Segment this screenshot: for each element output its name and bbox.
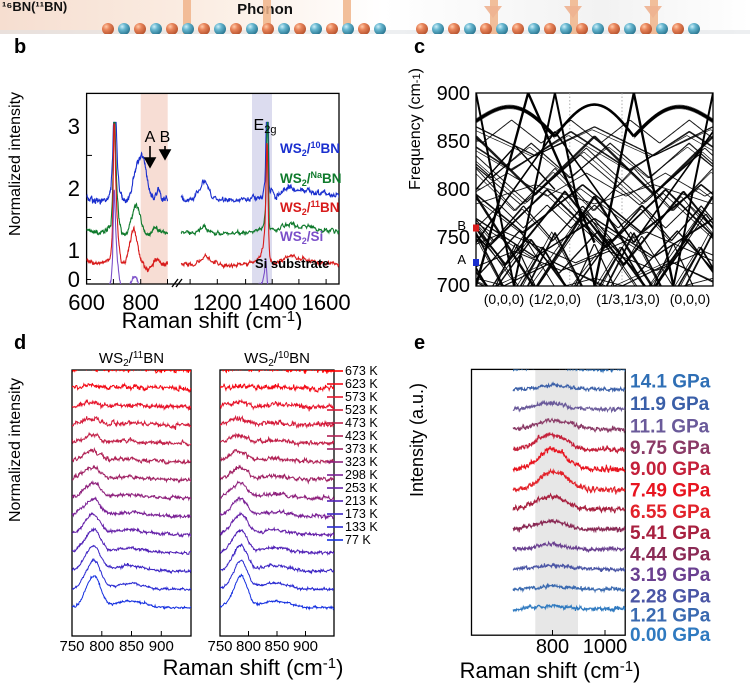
svg-text:14.1 GPa: 14.1 GPa xyxy=(630,372,711,393)
svg-text:WS2/10BN: WS2/10BN xyxy=(244,350,310,369)
svg-text:2: 2 xyxy=(68,176,80,201)
svg-text:9.00 GPa: 9.00 GPa xyxy=(630,459,711,480)
svg-text:(0,0,0): (0,0,0) xyxy=(484,291,524,307)
svg-text:1: 1 xyxy=(68,238,80,263)
svg-text:673 K: 673 K xyxy=(345,364,378,378)
svg-text:573 K: 573 K xyxy=(345,390,378,404)
svg-text:¹⁶BN(¹¹BN): ¹⁶BN(¹¹BN) xyxy=(2,0,67,14)
svg-text:7.49 GPa: 7.49 GPa xyxy=(630,481,711,502)
svg-text:(1/3,1/3,0): (1/3,1/3,0) xyxy=(596,291,660,307)
svg-text:4.44 GPa: 4.44 GPa xyxy=(630,545,711,566)
svg-text:WS2/10BN: WS2/10BN xyxy=(280,140,340,158)
svg-text:3: 3 xyxy=(68,114,80,139)
svg-text:Si substrate: Si substrate xyxy=(255,256,329,271)
svg-text:5.41 GPa: 5.41 GPa xyxy=(630,523,711,544)
svg-text:11.9 GPa: 11.9 GPa xyxy=(630,394,710,415)
svg-text:900: 900 xyxy=(437,83,470,105)
svg-text:900: 900 xyxy=(149,638,174,655)
svg-text:A: A xyxy=(457,252,466,267)
svg-text:850: 850 xyxy=(264,638,289,655)
svg-text:WS2/Si: WS2/Si xyxy=(280,229,323,246)
svg-text:(0,0,0): (0,0,0) xyxy=(670,291,710,307)
svg-text:213 K: 213 K xyxy=(345,494,378,508)
svg-text:600: 600 xyxy=(68,290,105,315)
svg-text:173 K: 173 K xyxy=(345,507,378,521)
svg-text:3.19 GPa: 3.19 GPa xyxy=(630,565,711,586)
svg-text:423 K: 423 K xyxy=(345,429,378,443)
svg-text:523 K: 523 K xyxy=(345,403,378,417)
svg-text:Raman shift (cm-1): Raman shift (cm-1) xyxy=(122,308,303,330)
svg-text:850: 850 xyxy=(119,638,144,655)
svg-text:800: 800 xyxy=(236,638,261,655)
svg-text:700: 700 xyxy=(437,275,470,297)
svg-text:253 K: 253 K xyxy=(345,481,378,495)
svg-text:0: 0 xyxy=(68,267,80,292)
svg-text:850: 850 xyxy=(437,131,470,153)
svg-text:900: 900 xyxy=(293,638,318,655)
svg-text:WS2/11BN: WS2/11BN xyxy=(280,199,340,217)
svg-text:0.00 GPa: 0.00 GPa xyxy=(630,625,711,646)
svg-text:9.75 GPa: 9.75 GPa xyxy=(630,438,711,459)
svg-text:B: B xyxy=(160,129,171,146)
svg-text:133 K: 133 K xyxy=(345,520,378,534)
svg-text:B: B xyxy=(457,218,466,233)
svg-text:750: 750 xyxy=(207,638,232,655)
svg-text:750: 750 xyxy=(59,638,84,655)
svg-text:800: 800 xyxy=(89,638,114,655)
svg-text:6.55 GPa: 6.55 GPa xyxy=(630,502,711,523)
svg-text:2.28 GPa: 2.28 GPa xyxy=(630,587,711,608)
svg-text:A: A xyxy=(145,129,156,146)
svg-text:323 K: 323 K xyxy=(345,455,378,469)
svg-text:WS2/11BN: WS2/11BN xyxy=(99,350,164,369)
svg-text:1600: 1600 xyxy=(302,290,351,315)
svg-text:77 K: 77 K xyxy=(345,533,371,547)
svg-text:(1/2,0,0): (1/2,0,0) xyxy=(529,291,581,307)
svg-text:11.1 GPa: 11.1 GPa xyxy=(630,416,710,437)
svg-text:623 K: 623 K xyxy=(345,377,378,391)
svg-text:800: 800 xyxy=(437,179,470,201)
svg-text:1.21 GPa: 1.21 GPa xyxy=(630,606,711,627)
svg-text:WS2/NaBN: WS2/NaBN xyxy=(280,170,342,188)
svg-text:Raman shift (cm-1): Raman shift (cm-1) xyxy=(460,658,641,683)
svg-text:373 K: 373 K xyxy=(345,442,378,456)
svg-text:1000: 1000 xyxy=(583,636,628,658)
svg-text:800: 800 xyxy=(536,636,569,658)
svg-text:298 K: 298 K xyxy=(345,468,378,482)
svg-text:473 K: 473 K xyxy=(345,416,378,430)
svg-text:Raman shift (cm-1): Raman shift (cm-1) xyxy=(163,655,344,680)
